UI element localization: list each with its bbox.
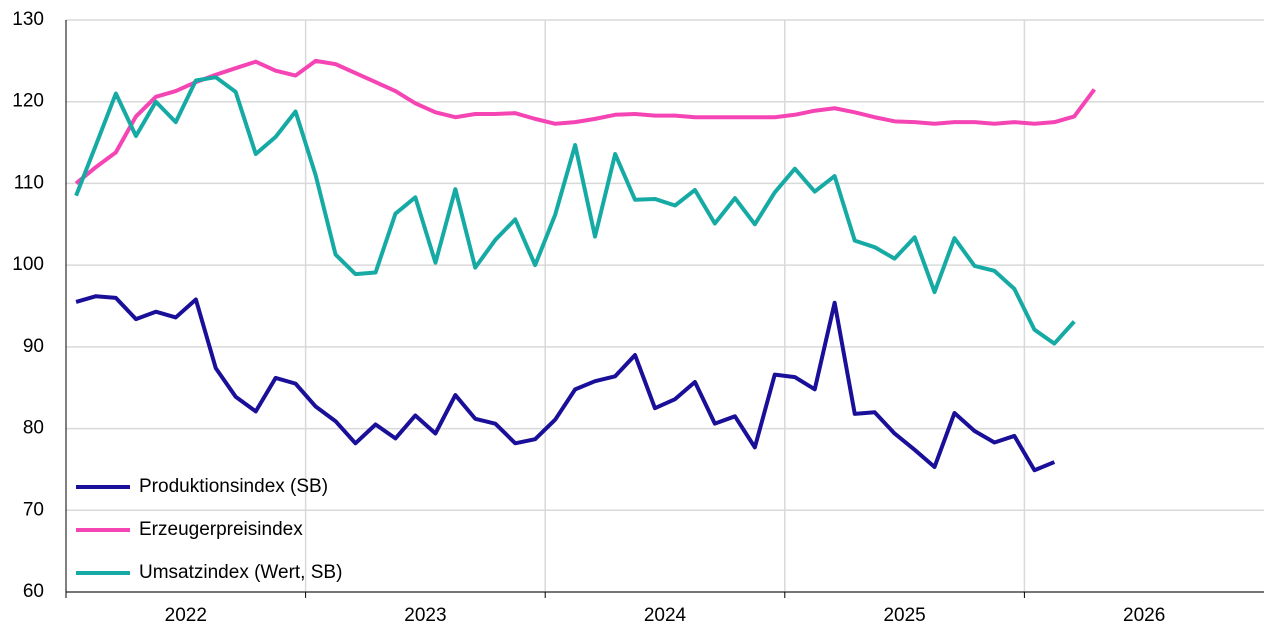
legend-label: Produktionsindex (SB) (139, 476, 328, 497)
series-line (74, 58, 1096, 185)
y-tick-label: 100 (12, 254, 44, 275)
y-tick-label: 70 (23, 499, 44, 520)
series-line (74, 75, 1076, 346)
x-tick-label: 2026 (1123, 605, 1165, 626)
y-tick-label: 120 (12, 91, 44, 112)
x-tick-label: 2022 (165, 605, 207, 626)
x-tick-label: 2024 (644, 605, 687, 626)
x-tick-label: 2023 (404, 605, 446, 626)
legend-label: Umsatzindex (Wert, SB) (139, 562, 342, 583)
y-tick-label: 110 (14, 172, 44, 193)
series-line (75, 294, 1056, 473)
x-tick-label: 2025 (883, 605, 925, 626)
legend-label: Erzeugerpreisindex (139, 519, 303, 540)
y-tick-label: 80 (23, 418, 44, 439)
y-tick-label: 130 (12, 9, 44, 30)
y-tick-label: 90 (23, 336, 44, 357)
y-tick-label: 60 (23, 581, 44, 602)
